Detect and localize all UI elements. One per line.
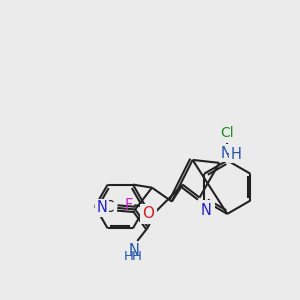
Text: H: H: [124, 250, 133, 263]
Text: H: H: [132, 250, 142, 263]
Text: F: F: [125, 198, 133, 213]
Text: C: C: [103, 200, 114, 215]
Text: N: N: [128, 243, 139, 258]
Text: O: O: [142, 206, 154, 221]
Text: N: N: [201, 203, 212, 218]
Text: N: N: [221, 146, 232, 160]
Text: H: H: [231, 147, 242, 162]
Text: Cl: Cl: [220, 126, 234, 140]
Text: N: N: [97, 200, 108, 215]
Text: -: -: [227, 148, 232, 162]
